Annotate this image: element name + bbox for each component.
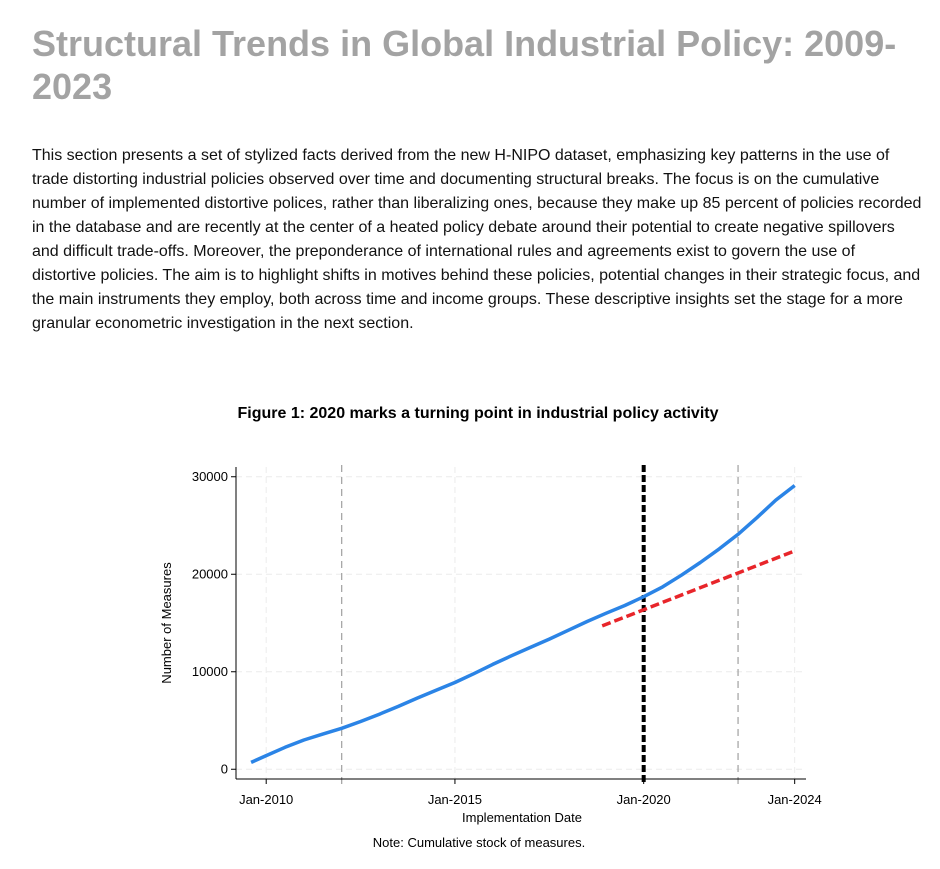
reference-lines [341, 465, 739, 785]
x-tick-label: Jan-2020 [617, 792, 671, 807]
y-tick-label: 0 [221, 761, 228, 776]
measures-line [250, 484, 796, 764]
figure-note: Note: Cumulative stock of measures. [372, 835, 586, 850]
x-tick-label: Jan-2024 [768, 792, 822, 807]
trend-line [601, 549, 796, 628]
section-title: Structural Trends in Global Industrial P… [32, 23, 897, 107]
figure-title: Figure 1: 2020 marks a turning point in … [237, 405, 719, 422]
x-tick-label: Jan-2015 [428, 792, 482, 807]
grid-layer [236, 467, 806, 779]
y-tick-label: 20000 [192, 566, 228, 581]
series-layer [250, 484, 796, 764]
x-tick-label: Jan-2010 [239, 792, 293, 807]
y-tick-label: 30000 [192, 469, 228, 484]
y-tick-label: 10000 [192, 664, 228, 679]
y-axis-label: Number of Measures [159, 562, 174, 684]
ticks: 0 10000 20000 30000 Jan-2010 Jan-2015 Jan-2020… [192, 469, 822, 807]
x-axis-label: Implementation Date [462, 810, 582, 825]
axes [235, 467, 806, 780]
section-paragraph: This section presents a set of stylized … [32, 147, 922, 332]
